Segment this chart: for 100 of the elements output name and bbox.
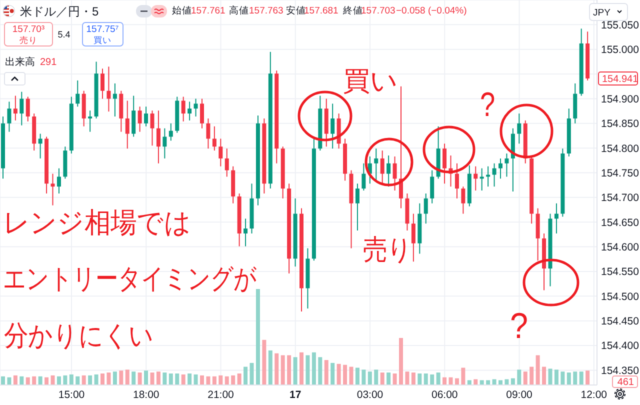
candlestick [50,173,55,206]
bar [530,366,534,385]
bar [336,364,341,385]
candlestick [486,166,490,188]
x-tick-label: 09:00 [506,389,533,401]
candlestick [168,122,173,142]
annotation: ? [480,85,496,124]
bar [448,377,453,385]
bar [50,375,55,385]
bar [374,370,378,385]
annotation: 157.761 [191,6,226,16]
candlestick [554,202,558,234]
bar [7,377,12,385]
bar [579,372,584,385]
bar [88,375,92,385]
bar [38,376,42,385]
candlestick [517,113,522,144]
candlestick [206,118,210,150]
annotation: 157.681 [304,6,338,16]
candlestick [100,68,104,100]
bar [542,366,546,385]
bar [300,352,304,385]
y-tick-label: 154.350 [601,364,640,377]
bar [287,355,292,385]
x-tick-label: 06:00 [432,389,458,401]
y-tick-label: 154.550 [601,266,640,278]
annotation: −0.058 (−0.04%) [396,6,467,16]
bar [194,374,198,385]
bar [560,372,565,385]
bar [224,376,229,385]
candlestick [144,106,148,127]
bar [231,375,236,385]
candlestick [430,170,434,204]
annotation: 高値 [229,4,249,16]
bar [100,373,104,385]
bar [486,380,490,385]
bar [554,370,558,385]
y-tick-label: 154.700 [601,192,640,204]
candlestick [504,153,509,178]
bar [26,377,30,385]
bar [523,372,528,385]
bar [188,373,192,385]
y-tick-label: 155.000 [601,44,640,56]
candlestick [138,106,142,132]
annotation: 終値 [342,4,363,16]
candlestick [224,148,229,178]
bar [162,372,167,385]
bar [181,374,186,385]
candlestick [20,91,24,126]
x-tick-label: 15:00 [58,389,85,401]
y-tick-label: 154.850 [601,118,640,130]
candlestick [480,168,484,192]
bar [262,340,266,385]
bar [306,355,310,385]
x-tick-label: 18:00 [133,389,160,401]
x-tick-label: 03:00 [356,389,384,401]
bar [411,372,416,385]
bar [504,379,509,385]
candlestick [125,100,130,150]
candlestick [386,154,391,188]
bar [212,376,216,385]
bar [175,373,180,385]
text: 154.941 [602,74,638,86]
candlestick [200,98,204,129]
candlestick [162,128,167,159]
y-tick-label: 154.900 [601,93,640,106]
candlestick [26,96,30,122]
candlestick [454,162,459,199]
candlestick [330,103,335,150]
annotation: 買い [94,35,112,45]
candlestick [7,101,12,132]
bar [168,373,173,385]
annotation: 出来高 [5,56,35,68]
bar [132,372,136,385]
bar [106,372,111,385]
bar [69,374,74,385]
bar [324,360,328,385]
candlestick [181,96,186,122]
bar [125,370,130,385]
candlestick [474,166,478,192]
bar [380,372,384,385]
bar [368,372,372,385]
candlestick [374,148,378,182]
bar [13,375,18,385]
candlestick [194,98,198,117]
bar [349,366,354,385]
candlestick [38,133,42,159]
bar [256,289,260,385]
candlestick [244,218,248,247]
text: 461 [617,377,634,388]
candlestick [392,156,397,192]
bar [56,376,61,385]
bar [536,355,540,385]
bar [237,373,242,385]
bar [399,338,403,385]
y-tick-label: 154.450 [601,316,640,328]
bar [94,374,98,385]
bar [405,372,410,385]
annotation: 157.75⁷ [86,24,120,35]
bar [244,366,248,385]
